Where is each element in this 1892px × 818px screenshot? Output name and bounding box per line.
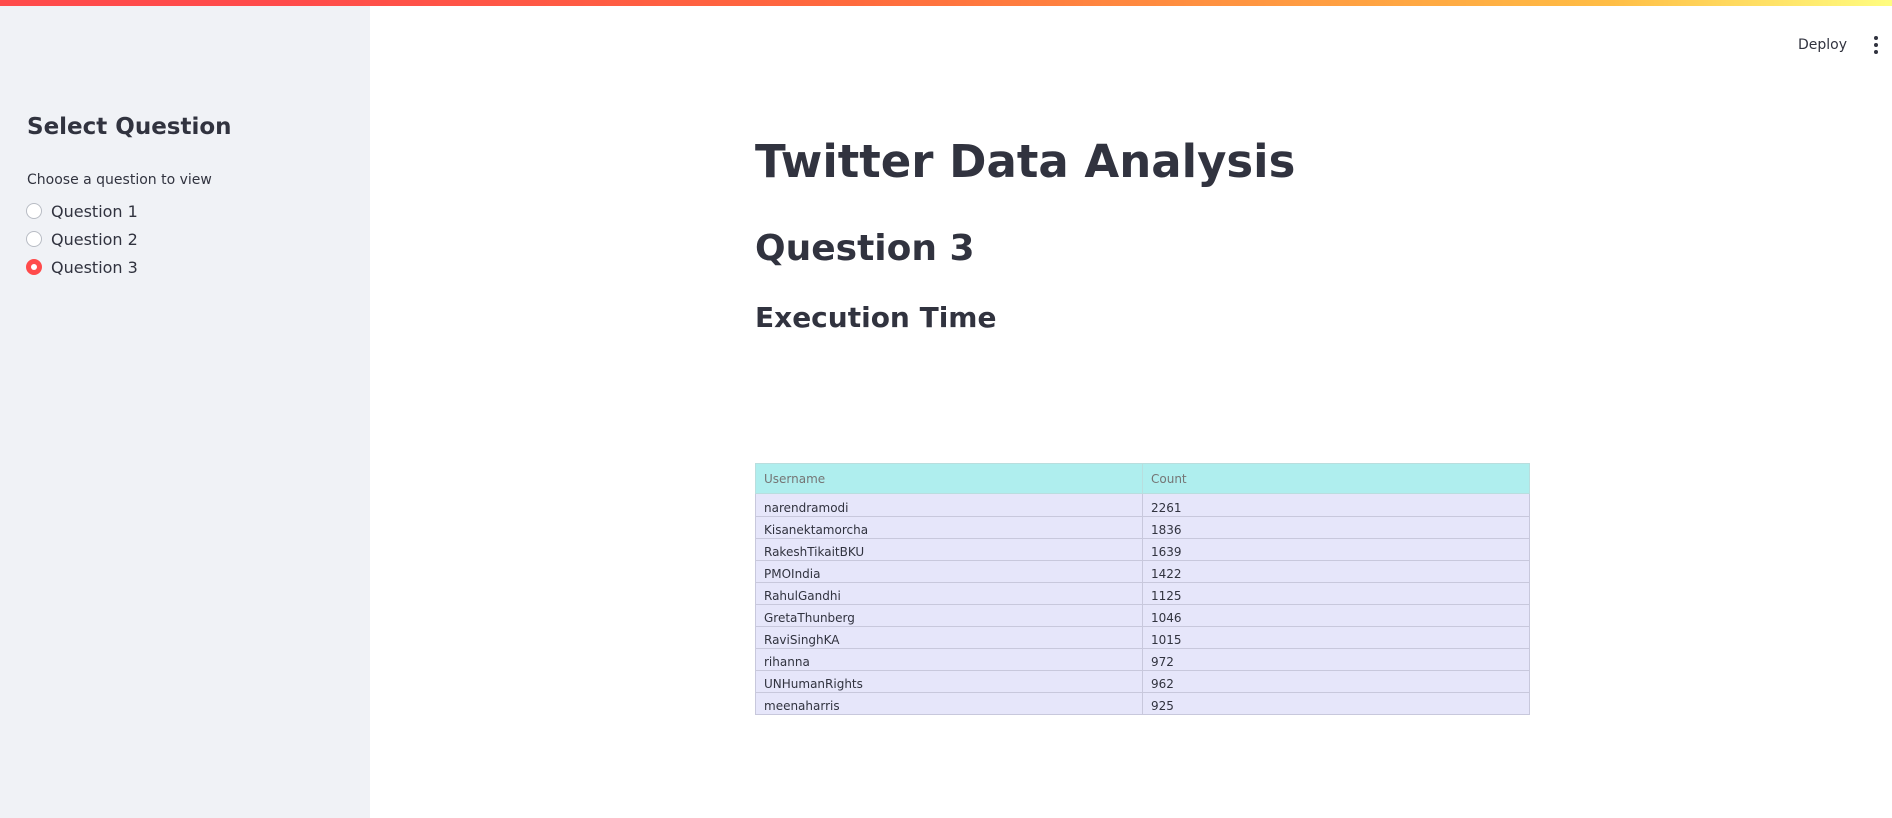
table-row: GretaThunberg 1046 [755, 604, 1530, 627]
table-row: Kisanektamorcha 1836 [755, 516, 1530, 539]
username-cell: narendramodi [755, 493, 1143, 517]
count-cell: 1015 [1142, 626, 1530, 649]
username-cell: rihanna [755, 648, 1143, 671]
radio-option-label: Question 2 [51, 229, 138, 249]
table-row: rihanna 972 [755, 648, 1530, 671]
username-cell: meenaharris [755, 692, 1143, 715]
username-cell: RakeshTikaitBKU [755, 538, 1143, 561]
count-cell: 1046 [1142, 604, 1530, 627]
count-cell: 1639 [1142, 538, 1530, 561]
vertical-ellipsis-icon[interactable] [1868, 34, 1884, 56]
radio-option-label: Question 1 [51, 201, 138, 221]
username-cell: PMOIndia [755, 560, 1143, 583]
radio-button[interactable] [26, 231, 42, 247]
count-cell: 925 [1142, 692, 1530, 715]
radio-option-label: Question 3 [51, 257, 138, 277]
table-row: meenaharris 925 [755, 692, 1530, 715]
table-row: PMOIndia 1422 [755, 560, 1530, 583]
radio-button[interactable] [26, 203, 42, 219]
page-title: Twitter Data Analysis [755, 135, 1296, 188]
sidebar: Select Question Choose a question to vie… [0, 6, 370, 818]
top-decoration-bar [0, 0, 1892, 6]
radio-group-label: Choose a question to view [27, 172, 212, 188]
table-row: RahulGandhi 1125 [755, 582, 1530, 605]
deploy-button[interactable]: Deploy [1798, 37, 1848, 53]
username-cell: GretaThunberg [755, 604, 1143, 627]
table-header-row: Username Count [755, 463, 1530, 494]
username-cell: RaviSinghKA [755, 626, 1143, 649]
table-row: RakeshTikaitBKU 1639 [755, 538, 1530, 561]
count-cell: 1422 [1142, 560, 1530, 583]
radio-button-selected[interactable] [26, 259, 42, 275]
count-cell: 2261 [1142, 493, 1530, 517]
results-table: Username Count narendramodi 2261 Kisanek… [755, 463, 1530, 715]
column-header-username: Username [755, 463, 1143, 494]
radio-option-question-2[interactable]: Question 2 [26, 228, 138, 250]
count-cell: 962 [1142, 670, 1530, 693]
table-row: UNHumanRights 962 [755, 670, 1530, 693]
username-cell: UNHumanRights [755, 670, 1143, 693]
username-cell: RahulGandhi [755, 582, 1143, 605]
radio-option-question-1[interactable]: Question 1 [26, 200, 138, 222]
count-cell: 1836 [1142, 516, 1530, 539]
sidebar-title: Select Question [27, 114, 232, 140]
radio-option-question-3[interactable]: Question 3 [26, 256, 138, 278]
column-header-count: Count [1142, 463, 1530, 494]
count-cell: 972 [1142, 648, 1530, 671]
table-row: RaviSinghKA 1015 [755, 626, 1530, 649]
question-heading: Question 3 [755, 228, 975, 269]
count-cell: 1125 [1142, 582, 1530, 605]
execution-time-heading: Execution Time [755, 301, 997, 334]
username-cell: Kisanektamorcha [755, 516, 1143, 539]
table-row: narendramodi 2261 [755, 493, 1530, 517]
